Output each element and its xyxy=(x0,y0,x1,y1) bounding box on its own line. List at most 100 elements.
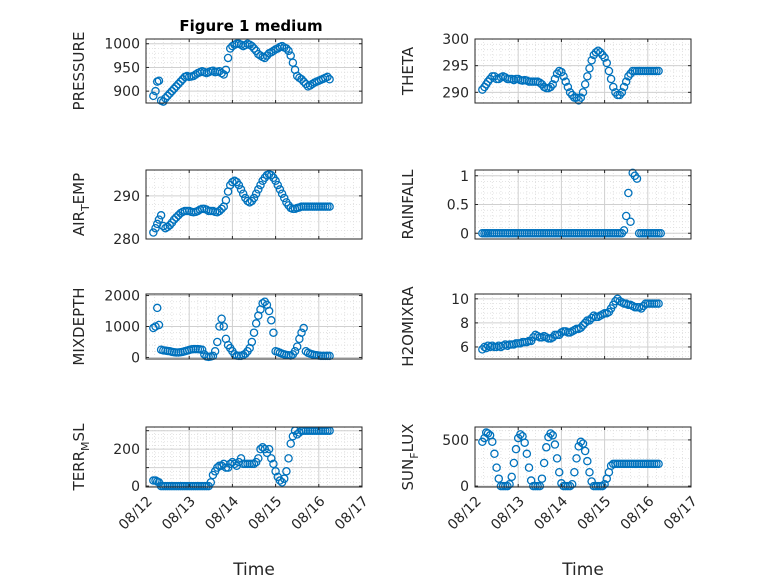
data-point xyxy=(241,349,250,358)
data-point xyxy=(247,337,257,347)
y-axis-label-base: RAINFALL xyxy=(399,169,417,240)
data-point xyxy=(593,46,603,55)
data-point xyxy=(494,474,504,483)
data-point xyxy=(567,479,577,489)
subplot-pressure: 900 950 1000 PRESSURE xyxy=(70,32,363,111)
data-series xyxy=(149,39,334,106)
data-point xyxy=(256,444,265,454)
data-series xyxy=(149,426,334,491)
data-point xyxy=(176,77,185,86)
data-point xyxy=(282,467,291,476)
y-tick-label: 0.5 xyxy=(447,198,469,214)
data-point xyxy=(578,439,588,448)
y-tick-label: 500 xyxy=(442,433,469,449)
data-point xyxy=(308,79,317,89)
data-point xyxy=(509,458,519,468)
data-point xyxy=(210,347,220,356)
data-point xyxy=(271,176,280,186)
data-point xyxy=(152,303,162,313)
y-axis-label: PRESSURE xyxy=(70,32,88,111)
data-point xyxy=(169,215,179,224)
data-point xyxy=(269,46,278,56)
data-point xyxy=(279,474,289,483)
data-point xyxy=(219,322,229,331)
data-point xyxy=(271,467,280,476)
data-point xyxy=(600,479,609,489)
data-point xyxy=(520,438,529,447)
data-point xyxy=(167,86,177,96)
data-point xyxy=(208,351,218,361)
y-axis-label-subscript: F xyxy=(408,452,421,458)
data-point xyxy=(511,444,521,454)
data-point xyxy=(154,320,164,330)
data-point xyxy=(249,459,259,469)
y-tick-label: 1 xyxy=(460,169,469,185)
y-axis-label-tail: SL xyxy=(70,423,88,442)
data-point xyxy=(548,431,558,440)
data-point xyxy=(526,476,536,485)
data-series xyxy=(149,170,334,237)
data-point xyxy=(600,53,609,62)
data-point xyxy=(583,456,592,466)
data-point xyxy=(171,213,181,222)
data-point xyxy=(249,44,259,53)
data-point xyxy=(585,64,594,73)
data-point xyxy=(624,188,633,198)
data-point xyxy=(548,80,558,89)
y-axis-label-base: H2OMIXRA xyxy=(399,286,417,367)
axes-box xyxy=(145,38,363,104)
data-point xyxy=(516,430,525,439)
data-point xyxy=(565,88,575,97)
subplot-mixdepth: 0 1000 2000 MIXDEPTH xyxy=(70,287,363,366)
data-point xyxy=(585,316,594,325)
data-point xyxy=(617,88,627,97)
data-point xyxy=(576,93,586,102)
data-point xyxy=(238,189,248,198)
data-point xyxy=(189,71,198,81)
data-point xyxy=(656,228,666,238)
data-point xyxy=(256,180,265,190)
data-point xyxy=(163,222,172,232)
data-point xyxy=(249,193,259,203)
data-point xyxy=(156,211,166,220)
data-point xyxy=(580,446,590,456)
data-point xyxy=(191,70,200,79)
data-point xyxy=(284,46,293,56)
y-tick-label: 950 xyxy=(113,60,140,76)
data-point xyxy=(546,82,555,92)
y-tick-label: 0 xyxy=(460,479,469,495)
data-point xyxy=(554,467,564,477)
data-point xyxy=(305,81,315,90)
data-point xyxy=(251,319,261,328)
data-point xyxy=(234,180,244,190)
data-point xyxy=(587,56,596,65)
data-point xyxy=(269,459,278,469)
data-point xyxy=(550,440,560,449)
data-point xyxy=(325,202,334,211)
data-point xyxy=(483,77,493,86)
y-axis-label-tail: LUX xyxy=(399,424,417,453)
data-point xyxy=(626,217,635,226)
y-axis-label-base: TERR xyxy=(70,451,88,492)
data-point xyxy=(632,174,642,183)
y-tick-label: 1000 xyxy=(104,37,140,53)
data-point xyxy=(208,66,218,76)
subplot-rainfall: 0 0.5 1 RAINFALL xyxy=(399,168,692,242)
data-point xyxy=(154,215,164,224)
data-point xyxy=(490,449,499,459)
data-point xyxy=(542,443,551,452)
plot-area xyxy=(475,427,691,487)
y-tick-label: 290 xyxy=(113,189,140,205)
data-point xyxy=(154,76,164,85)
plot-area xyxy=(146,427,362,487)
data-point xyxy=(535,78,545,87)
y-axis-label: H2OMIXRA xyxy=(399,286,417,367)
data-point xyxy=(223,53,233,63)
data-point xyxy=(174,79,183,89)
data-point xyxy=(654,299,663,308)
y-axis-label-base: AIR xyxy=(70,211,88,236)
data-point xyxy=(488,437,497,447)
data-series xyxy=(149,297,334,362)
data-point xyxy=(230,459,239,469)
